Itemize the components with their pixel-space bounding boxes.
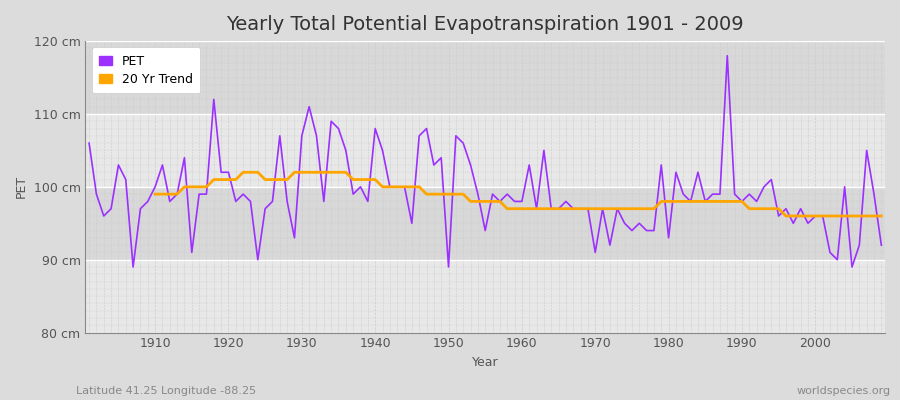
X-axis label: Year: Year	[472, 356, 499, 369]
20 Yr Trend	[854, 214, 865, 218]
Legend: PET, 20 Yr Trend: PET, 20 Yr Trend	[92, 47, 200, 93]
20 Yr Trend	[590, 206, 600, 211]
Title: Yearly Total Potential Evapotranspiration 1901 - 2009: Yearly Total Potential Evapotranspiratio…	[227, 15, 744, 34]
20 Yr Trend	[531, 206, 542, 211]
Line: 20 Yr Trend: 20 Yr Trend	[155, 172, 881, 216]
PET	[356, 184, 366, 189]
PET	[612, 206, 623, 211]
20 Yr Trend	[832, 214, 842, 218]
PET	[84, 141, 94, 146]
Line: PET: PET	[89, 56, 881, 267]
Text: Latitude 41.25 Longitude -88.25: Latitude 41.25 Longitude -88.25	[76, 386, 256, 396]
PET	[524, 162, 535, 167]
PET	[517, 199, 527, 204]
PET	[722, 53, 733, 58]
Bar	[86, 260, 885, 332]
PET	[149, 184, 160, 189]
PET	[311, 134, 322, 138]
20 Yr Trend	[296, 170, 307, 175]
Bar	[86, 41, 885, 114]
20 Yr Trend	[238, 170, 248, 175]
Y-axis label: PET: PET	[15, 175, 28, 198]
PET	[876, 243, 886, 248]
20 Yr Trend	[876, 214, 886, 218]
Bar	[86, 114, 885, 187]
20 Yr Trend	[326, 170, 337, 175]
Text: worldspecies.org: worldspecies.org	[796, 386, 891, 396]
20 Yr Trend	[780, 214, 791, 218]
Bar	[86, 187, 885, 260]
PET	[128, 265, 139, 270]
20 Yr Trend	[149, 192, 160, 196]
